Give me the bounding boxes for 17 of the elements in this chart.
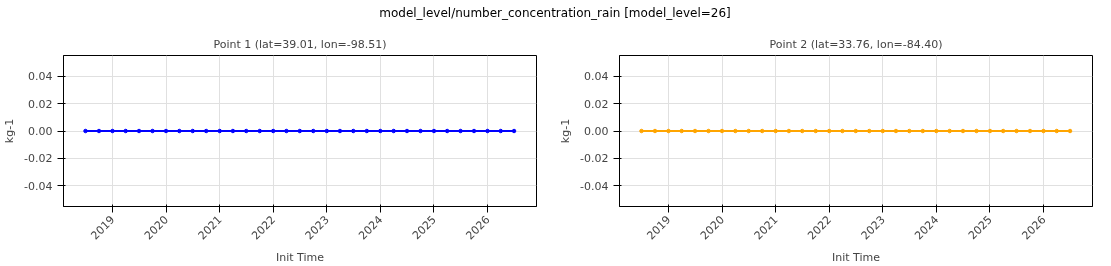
y-axis-title: kg-1 <box>559 118 573 144</box>
y-tick-label: -0.02 <box>580 152 609 166</box>
chart-title: Point 2 (lat=33.76, lon=-84.40) <box>769 37 943 51</box>
x-axis-title: Init Time <box>276 250 325 264</box>
y-tick-label: 0.02 <box>28 97 53 111</box>
x-axis-title: Init Time <box>832 250 881 264</box>
y-axis-title: kg-1 <box>3 118 17 144</box>
chart-title: Point 1 (lat=39.01, lon=-98.51) <box>213 37 387 51</box>
y-tick-label: -0.04 <box>580 179 609 193</box>
y-tick-label: -0.02 <box>24 152 53 166</box>
y-tick-label: -0.04 <box>24 179 53 193</box>
y-tick-label: 0.04 <box>584 70 609 84</box>
y-tick-label: 0.00 <box>28 125 53 138</box>
y-tick-label: 0.02 <box>584 97 609 111</box>
y-tick-label: 0.04 <box>28 70 53 84</box>
text: model_level/number_concentration_rain [model_level=26] <box>379 5 731 22</box>
y-tick-label: 0.00 <box>584 125 609 138</box>
